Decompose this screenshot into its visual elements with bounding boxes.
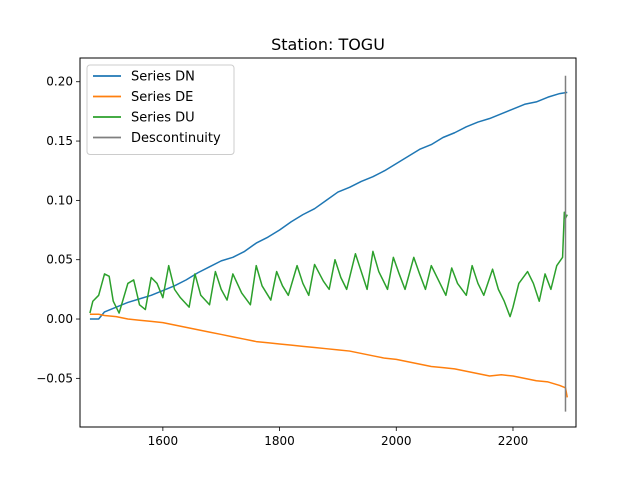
legend-label: Series DU: [131, 111, 195, 126]
legend: Series DN Series DE Series DU Descontinuity: [86, 64, 235, 155]
y-tick-label: 0.20: [46, 75, 73, 89]
y-axis: −0.05 0.00 0.05 0.10 0.15 0.20: [36, 75, 80, 385]
y-tick-label: 0.05: [46, 253, 73, 267]
legend-label: Descontinuity: [131, 131, 221, 146]
x-tick-label: 2200: [498, 434, 529, 448]
x-axis: 1600 1800 2000 2200: [148, 427, 529, 448]
series-line-2: [89, 313, 568, 398]
x-tick-label: 1800: [264, 434, 295, 448]
y-tick-label: 0.00: [46, 312, 73, 326]
series-line-3: [89, 211, 568, 318]
x-tick-label: 2000: [381, 434, 412, 448]
series-layer: [89, 91, 568, 398]
y-tick-label: −0.05: [36, 371, 73, 385]
y-tick-label: 0.15: [46, 134, 73, 148]
legend-box: [86, 64, 235, 155]
chart-title: Station: TOGU: [271, 35, 385, 54]
series-line-1: [89, 91, 568, 320]
y-tick-label: 0.10: [46, 193, 73, 207]
plot-frame: [79, 57, 577, 428]
legend-label: Series DN: [131, 70, 195, 85]
x-tick-label: 1600: [148, 434, 179, 448]
legend-label: Series DE: [131, 90, 193, 105]
